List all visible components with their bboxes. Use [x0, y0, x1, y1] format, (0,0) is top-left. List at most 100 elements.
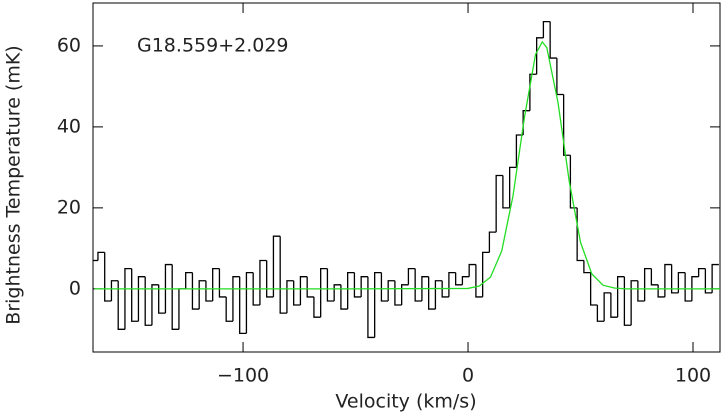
spectrum-channel — [218, 268, 227, 298]
spectrum-channel — [448, 271, 456, 297]
spectrum-channel — [151, 284, 159, 326]
spectrum-channel — [320, 267, 328, 318]
spectrum-channel — [185, 271, 193, 289]
spectrum-channel — [434, 280, 443, 310]
spectrum-channel — [252, 272, 260, 306]
spectrum-channel — [461, 276, 470, 285]
spectrum-channel — [326, 268, 335, 302]
spectrum-channel — [198, 280, 206, 310]
spectrum-channel — [191, 272, 200, 310]
spectrum-channel — [643, 267, 652, 301]
spectrum-channel — [407, 267, 416, 285]
spectrum-channel — [468, 263, 476, 277]
spectrum-channel — [569, 155, 578, 209]
spectrum-channel — [272, 235, 281, 297]
spectrum-channel — [556, 58, 564, 96]
spectrum-channel — [97, 251, 105, 261]
spectrum-channel — [562, 94, 571, 156]
spectrum-channel — [212, 267, 220, 301]
y-tick-label: 40 — [57, 115, 81, 137]
spectrum-channel — [279, 236, 287, 314]
spectrum-channel — [374, 271, 382, 338]
spectrum-channel — [704, 268, 713, 294]
annotation: G18.559+2.029 — [137, 35, 289, 57]
spectrum-channel — [347, 271, 355, 310]
spectrum-channel — [286, 280, 294, 314]
spectrum-channel — [306, 276, 314, 298]
spectrum-channel — [205, 280, 213, 302]
spectrum-channel — [360, 276, 368, 297]
spectrum-channel — [495, 174, 503, 233]
spectrum-channel — [232, 276, 240, 322]
spectrum-channel — [387, 280, 395, 301]
spectrum-channel — [353, 272, 362, 298]
spectrum-channel — [677, 271, 686, 293]
spectrum-channel — [340, 284, 348, 310]
spectrum-channel — [441, 280, 449, 298]
spectrum-channel — [475, 264, 483, 298]
spectrum-channel — [711, 263, 719, 293]
x-tick-label: −100 — [217, 365, 269, 387]
spectrum-channel — [266, 260, 274, 298]
x-axis-label: Velocity (km/s) — [335, 391, 476, 413]
spectrum-channel — [542, 20, 551, 38]
spectrum-channel — [596, 305, 605, 322]
spectrum-channel — [239, 276, 247, 335]
spectrum-channel — [164, 263, 173, 314]
spectrum-channel — [657, 284, 665, 298]
spectrum-channel — [333, 284, 341, 301]
spectrum-channel — [637, 280, 645, 302]
spectrum-channel — [589, 272, 598, 306]
spectrum-channel — [549, 21, 557, 59]
spectrum-channel — [394, 280, 402, 306]
spectrum-channel — [650, 268, 659, 286]
spectrum-channel — [616, 276, 625, 318]
spectrum-channel — [603, 292, 611, 322]
spectrum-channel — [104, 252, 112, 302]
spectrum-channel — [414, 268, 422, 302]
spectrum-channel — [110, 280, 119, 301]
spectrum-channel — [259, 259, 267, 306]
spectrum-channel — [610, 292, 618, 318]
spectrum-channel — [630, 280, 638, 326]
spectrum-channel — [401, 284, 409, 306]
spectrum-channel — [171, 264, 179, 330]
spectrum-channel — [576, 207, 584, 262]
spectrum-channel — [515, 134, 524, 168]
spectrum-channel — [293, 280, 301, 306]
spectrum-channel — [225, 296, 233, 322]
spectrum-channel — [670, 264, 679, 294]
spectrum-channel — [623, 276, 632, 326]
spectrum-channel — [691, 276, 699, 301]
spectrum-channel — [502, 175, 510, 209]
spectrum-channel — [697, 267, 706, 277]
spectrum-channel — [529, 73, 537, 111]
y-tick-label: 60 — [57, 34, 81, 56]
spectrum-channel — [158, 284, 166, 314]
fit-line — [94, 40, 720, 290]
spectrum-channel — [535, 37, 544, 75]
spectrum-channel — [482, 251, 490, 297]
y-tick-label: 20 — [57, 196, 81, 218]
y-axis-label: Brightness Temperature (mK) — [3, 45, 25, 324]
spectrum-channel — [684, 272, 692, 302]
spectrum-channel — [137, 276, 146, 322]
x-tick-label: 100 — [675, 365, 711, 387]
spectrum-channel — [455, 272, 463, 286]
spectrum-channel — [299, 276, 308, 306]
spectrum-channel — [664, 263, 672, 297]
spectrum-channel — [178, 288, 186, 330]
spectrum-channel — [131, 268, 139, 322]
spectrum-channel — [428, 276, 436, 310]
spectrum-channel — [313, 296, 321, 318]
plot-frame — [92, 2, 721, 353]
spectrum-channel — [509, 166, 517, 208]
spectrum-channel — [488, 231, 497, 253]
spectrum-channel — [245, 271, 254, 334]
spectrum-channel — [124, 267, 132, 330]
y-tick-label: 0 — [69, 277, 81, 299]
spectrum-channel — [117, 280, 125, 330]
spectrum-channel — [421, 276, 429, 301]
spectrum-channel — [144, 276, 152, 326]
